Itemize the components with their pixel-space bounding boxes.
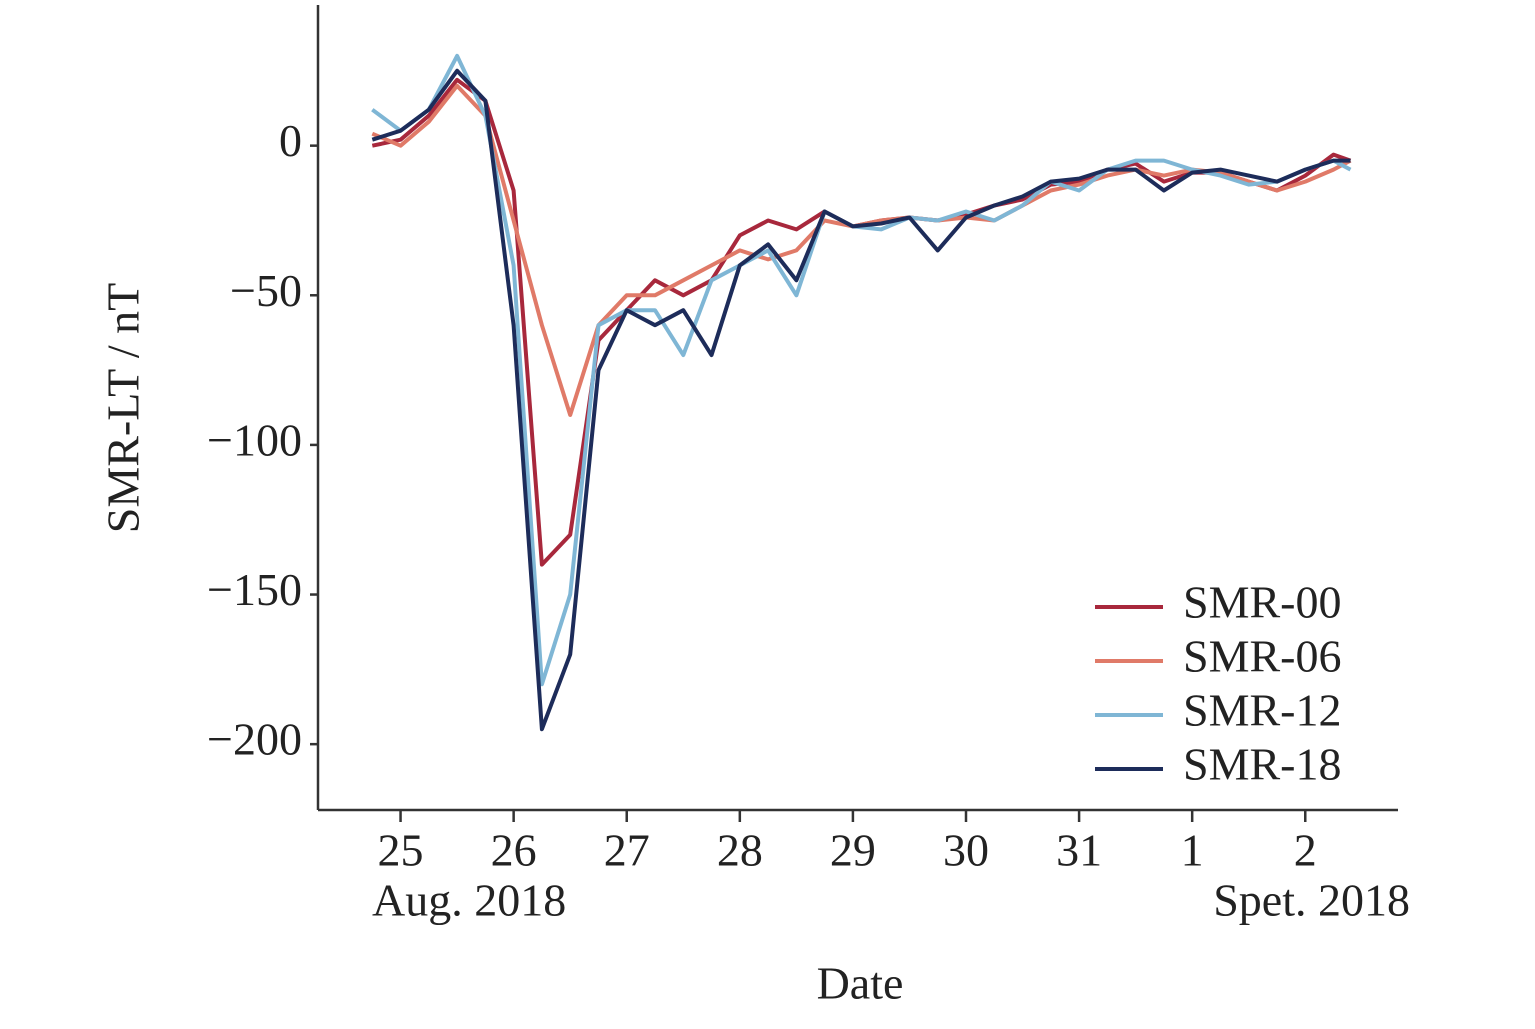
x-tick-label: 25 xyxy=(378,825,424,876)
y-tick-label: 0 xyxy=(279,115,302,166)
x-tick-label: 27 xyxy=(604,825,650,876)
y-axis-label: SMR-LT / nT xyxy=(98,283,149,534)
x-tick-label: 31 xyxy=(1056,825,1102,876)
series-line xyxy=(371,68,1351,732)
legend-label: SMR-12 xyxy=(1183,685,1341,736)
x-tick-label: 1 xyxy=(1181,825,1204,876)
x-axis-label: Date xyxy=(817,958,904,1009)
y-tick-label: −100 xyxy=(207,414,302,465)
legend-label: SMR-06 xyxy=(1183,631,1341,682)
legend-label: SMR-00 xyxy=(1183,577,1341,628)
legend-label: SMR-18 xyxy=(1183,739,1341,790)
y-tick-label: −200 xyxy=(207,714,302,765)
annotation: Aug. 2018 xyxy=(372,875,566,926)
x-tick-label: 26 xyxy=(491,825,537,876)
annotation: Spet. 2018 xyxy=(1213,875,1410,926)
y-tick-label: −150 xyxy=(207,564,302,615)
x-tick-label: 29 xyxy=(830,825,876,876)
x-tick-label: 30 xyxy=(943,825,989,876)
x-tick-label: 28 xyxy=(717,825,763,876)
y-tick-label: −50 xyxy=(230,265,302,316)
x-tick-label: 2 xyxy=(1294,825,1317,876)
